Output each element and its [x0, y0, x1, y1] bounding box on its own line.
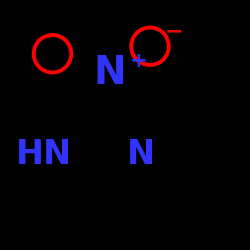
Text: N: N — [94, 54, 126, 92]
Text: −: − — [164, 21, 183, 41]
Text: HN: HN — [16, 138, 72, 172]
Text: N: N — [127, 138, 155, 172]
Text: +: + — [130, 51, 148, 71]
